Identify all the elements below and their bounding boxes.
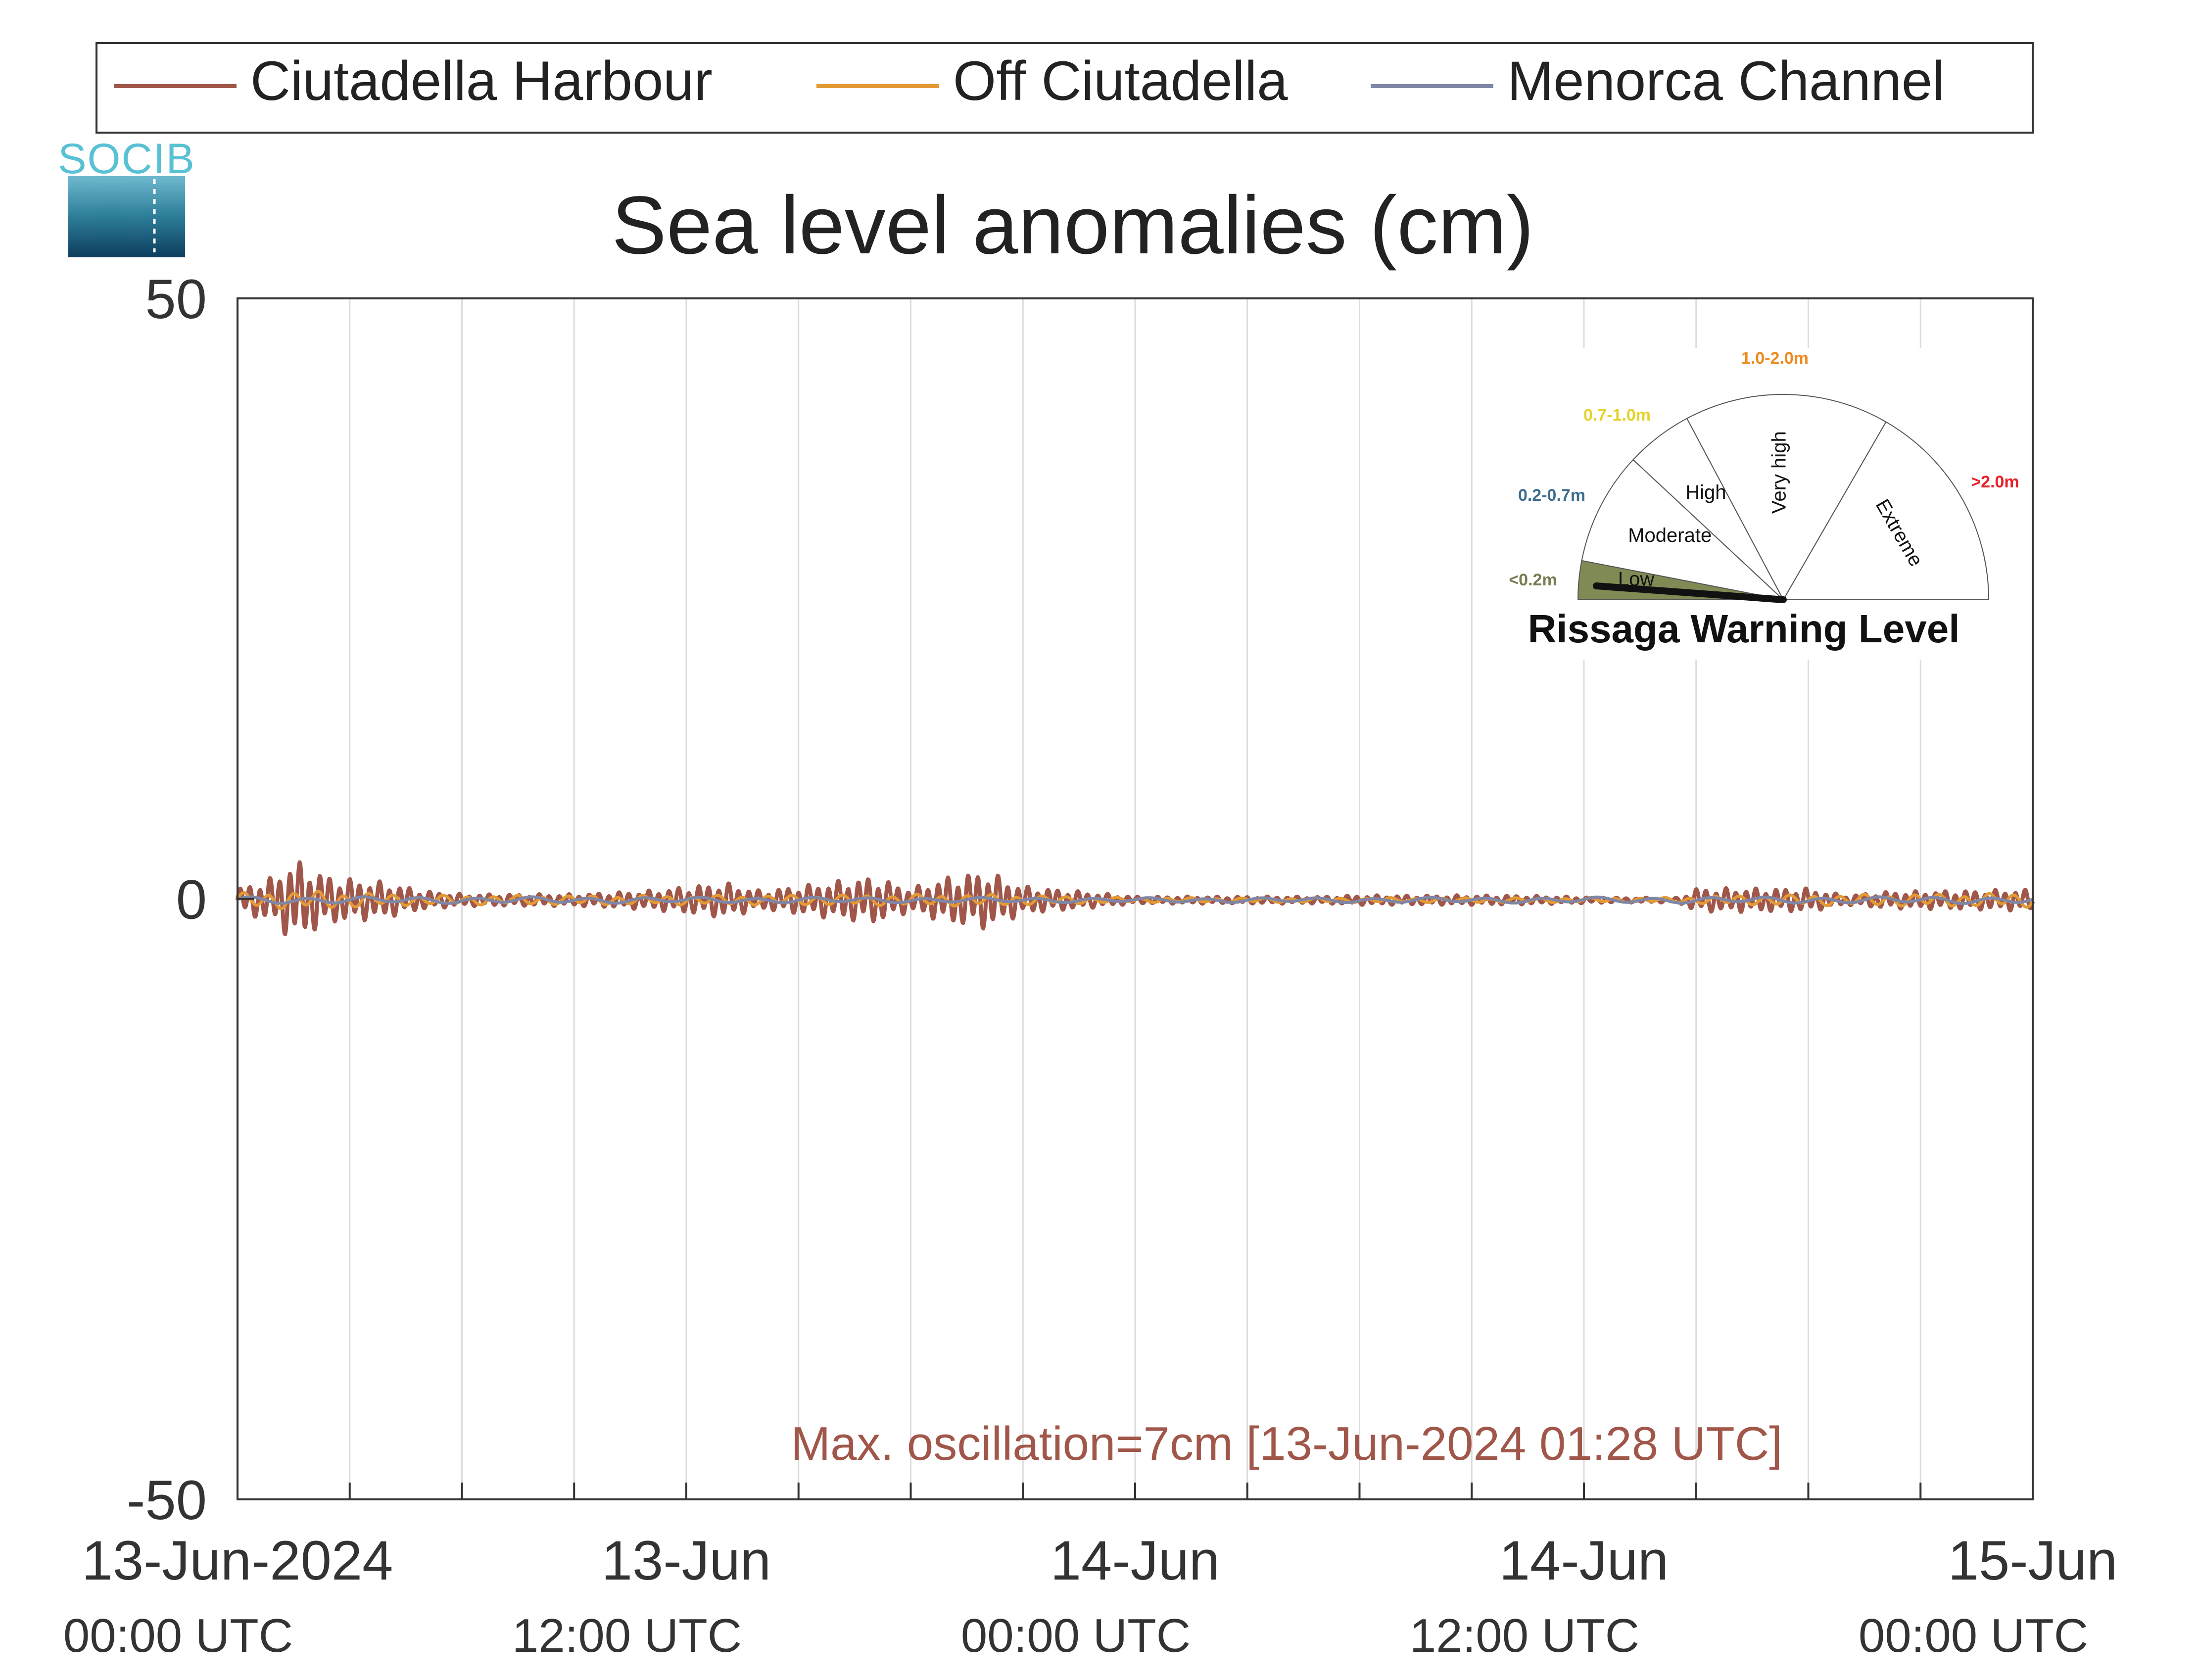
max-oscillation-annotation: Max. oscillation=7cm [13-Jun-2024 01:28 …	[791, 1417, 1782, 1470]
gauge-range-label: 0.2-0.7m	[1518, 486, 1585, 505]
socib-logo: SOCIB	[58, 135, 195, 257]
gauge-sectors	[1577, 394, 1990, 601]
x-tick-label-date: 13-Jun-2024	[82, 1530, 393, 1591]
gauge-needle	[1593, 582, 1787, 603]
socib-logo-wave	[68, 176, 185, 257]
legend-label-menorca-channel: Menorca Channel	[1507, 50, 1945, 112]
gauge-sector-high	[1632, 418, 1784, 600]
x-tick-label-date: 15-Jun	[1948, 1530, 2117, 1591]
x-tick-label-time: 00:00 UTC	[63, 1609, 293, 1662]
y-tick-label: 0	[176, 869, 207, 931]
y-tick-label: 50	[145, 268, 207, 330]
gauge-sector-very-high	[1686, 394, 1887, 601]
gauge-sector-label: High	[1685, 481, 1726, 503]
x-tick-label-time: 12:00 UTC	[1410, 1609, 1639, 1662]
x-tick-label-date: 14-Jun	[1051, 1530, 1220, 1591]
socib-logo-text: SOCIB	[58, 135, 195, 183]
x-tick-label-time: 12:00 UTC	[512, 1609, 742, 1662]
gauge-sector-label: Moderate	[1628, 525, 1712, 546]
gauge-range-label: 0.7-1.0m	[1583, 406, 1651, 425]
gauge-sector-extreme	[1782, 421, 1990, 600]
legend: Ciutadella Harbour Off Ciutadella Menorc…	[96, 42, 2034, 134]
gauge-sector-label: Very high	[1768, 431, 1790, 514]
gauge-title: Rissaga Warning Level	[1528, 607, 1960, 651]
series-line-menorca-channel	[237, 895, 2034, 905]
gauge-sector-moderate	[1581, 459, 1785, 601]
gauge-range-label: <0.2m	[1509, 571, 1557, 589]
x-tick-label-time: 00:00 UTC	[1859, 1609, 2088, 1662]
x-tick-label-time: 00:00 UTC	[961, 1609, 1191, 1662]
gauge-range-label: 1.0-2.0m	[1741, 349, 1809, 368]
y-tick-label: -50	[127, 1469, 207, 1531]
legend-box	[96, 42, 2034, 134]
series-layer	[236, 860, 2035, 936]
chart-title: Sea level anomalies (cm)	[612, 180, 1534, 271]
gauge-range-label: >2.0m	[1971, 473, 2019, 491]
x-tick-label-date: 13-Jun	[602, 1530, 771, 1591]
legend-label-ciutadella-harbour: Ciutadella Harbour	[250, 50, 713, 112]
x-tick-label-date: 14-Jun	[1499, 1530, 1669, 1591]
legend-label-off-ciutadella: Off Ciutadella	[953, 50, 1288, 112]
